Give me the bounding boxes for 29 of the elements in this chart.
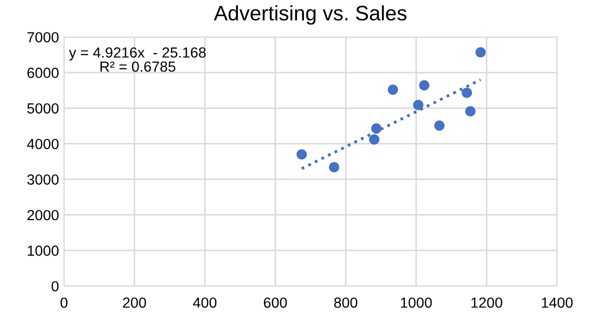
annotation: y = 4.9216x - 25.168 R² = 0.6785 <box>68 47 206 72</box>
x-tick-label: 0 <box>60 297 68 308</box>
y-tick-label: 1000 <box>28 246 59 256</box>
point <box>462 88 472 98</box>
point <box>388 84 398 95</box>
y-tick-label: 2000 <box>27 210 59 220</box>
x-tick-label: 600 <box>264 297 287 308</box>
point <box>371 123 382 134</box>
point <box>413 100 424 110</box>
x-tick-label: 200 <box>123 297 146 308</box>
point <box>475 47 486 58</box>
chart-title: Advertising vs. Sales <box>214 5 406 25</box>
y-tick-label: 5000 <box>27 103 59 114</box>
y-tick-label: 4000 <box>27 138 59 150</box>
point <box>465 106 476 117</box>
x-tick-label: 400 <box>193 297 216 308</box>
point <box>328 162 340 172</box>
point <box>419 80 430 91</box>
point <box>369 134 380 145</box>
x-tick-label: 1000 <box>401 297 432 308</box>
y-tick-label: 6000 <box>27 68 59 78</box>
y-tick-label: 0 <box>52 281 59 292</box>
x-tick-label: 1400 <box>542 297 573 308</box>
x-tick-label: 800 <box>334 297 358 308</box>
point <box>296 149 307 160</box>
point <box>434 120 445 131</box>
y-tick-label: 3000 <box>27 174 59 185</box>
y-tick-label: 7000 <box>27 32 59 42</box>
x-tick-label: 1200 <box>471 297 502 308</box>
